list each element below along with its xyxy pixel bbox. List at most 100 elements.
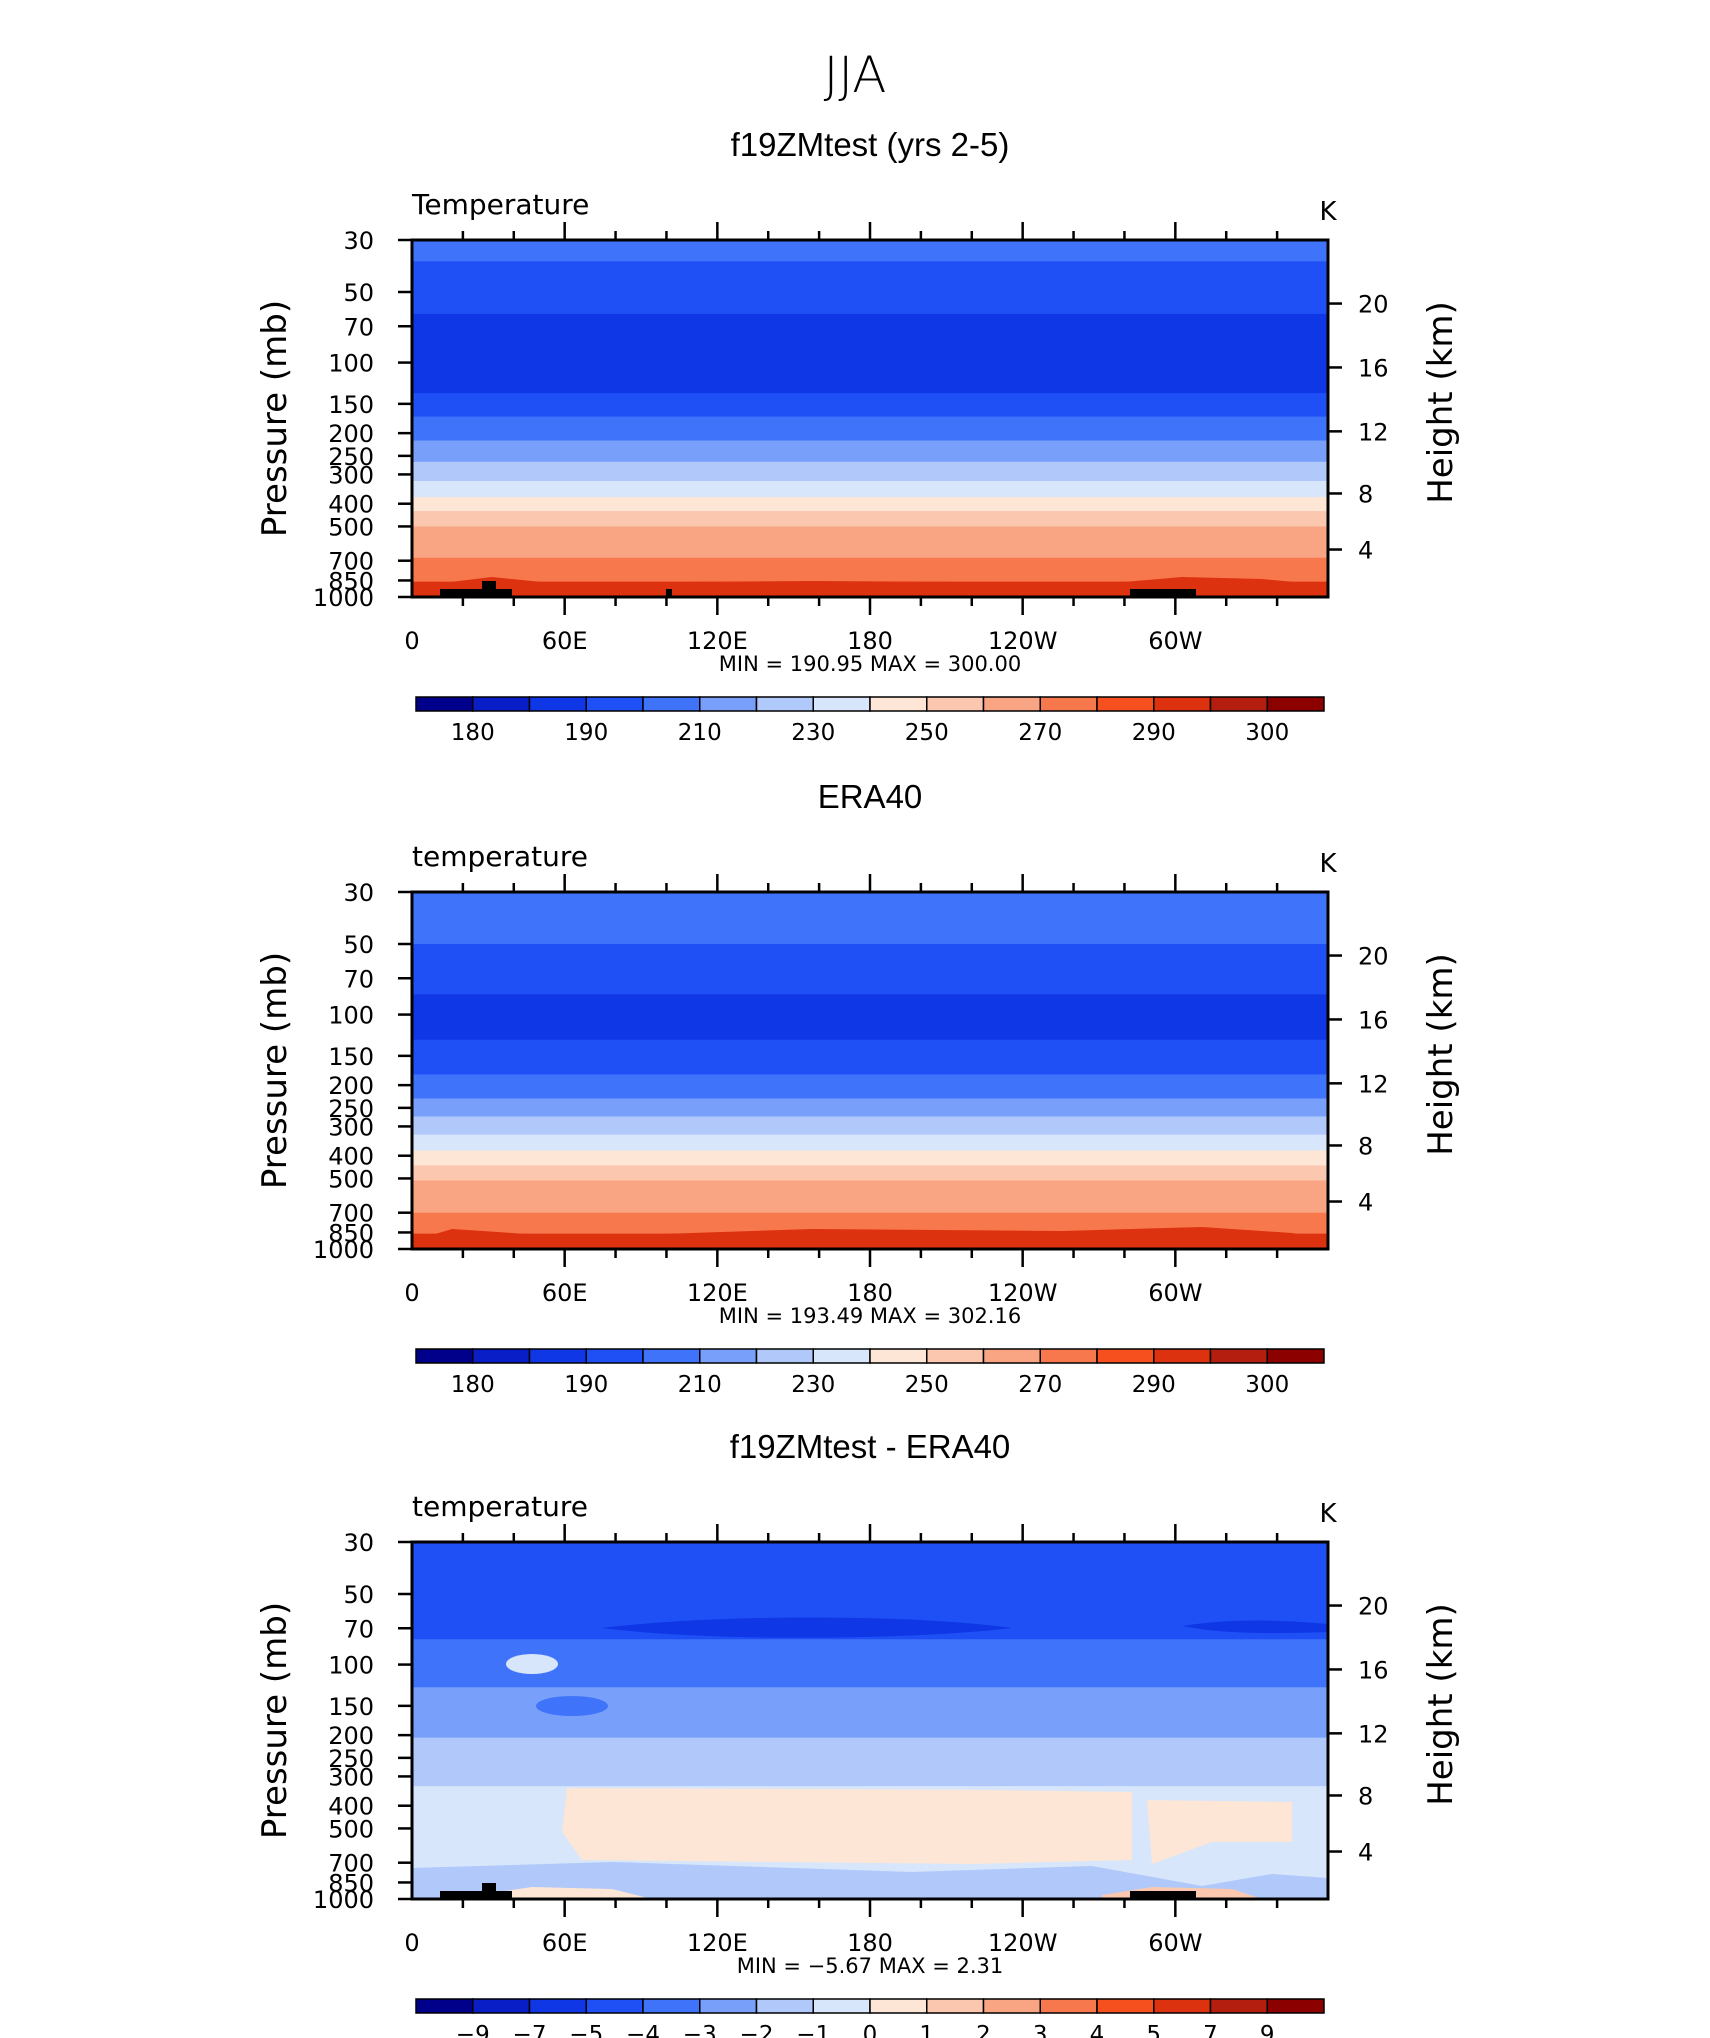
colorbar-box: [1209, 696, 1268, 712]
colorbar-box: [1266, 1998, 1325, 2014]
contour-band: [412, 1116, 1328, 1136]
y-axis-title: Pressure (mb): [255, 1602, 295, 1839]
contour-band: [412, 497, 1328, 512]
colorbar-label: −3: [683, 2022, 717, 2038]
colorbar-box: [415, 1348, 474, 1364]
y2-tick-label: 12: [1358, 1720, 1389, 1748]
colorbar-label: 190: [564, 1372, 608, 1398]
surface-warm-region: [412, 1227, 1328, 1249]
y-tick-label: 100: [328, 350, 374, 378]
colorbar-box: [472, 696, 531, 712]
y-tick-label: 50: [343, 931, 374, 959]
colorbar-label: 250: [905, 1372, 949, 1398]
y-tick-label: 500: [328, 513, 374, 541]
y2-tick-label: 8: [1358, 1782, 1373, 1810]
topography-block: [482, 581, 496, 597]
contour-band: [412, 440, 1328, 463]
y-tick-label: 400: [328, 491, 374, 519]
colorbar-box: [415, 1998, 474, 2014]
colorbar-label: 230: [791, 720, 835, 746]
topography-block: [1130, 1891, 1196, 1899]
y-tick-label: 150: [328, 1693, 374, 1721]
y-tick-label: 700: [328, 1850, 374, 1878]
colorbar-box: [1096, 1348, 1155, 1364]
y2-tick-label: 12: [1358, 1070, 1389, 1098]
contour-band: [412, 313, 1328, 394]
colorbar-label: 290: [1132, 720, 1176, 746]
x-ticks: [461, 874, 1279, 1267]
contour-band: [412, 393, 1328, 418]
contour-band: [412, 511, 1328, 528]
units-label: K: [1319, 849, 1337, 879]
x-tick-label: 120W: [988, 1929, 1058, 1957]
y-tick-label: 850: [328, 567, 374, 595]
field-label: temperature: [412, 840, 588, 873]
colorbar-box: [926, 1998, 985, 2014]
colorbar-label: 0: [863, 2022, 878, 2038]
colorbar-label: 2: [976, 2022, 991, 2038]
colorbar-box: [528, 1348, 587, 1364]
colorbar-box: [869, 1998, 928, 2014]
x-tick-label: 120W: [988, 627, 1058, 655]
colorbar-label: −4: [626, 2022, 660, 2038]
colorbar-box: [1039, 1998, 1098, 2014]
y2-tick-label: 20: [1358, 291, 1389, 319]
colorbar: 180 190 210 230 250 270 290 300: [415, 696, 1325, 746]
y-tick-label: 850: [328, 1869, 374, 1897]
x-tick-label: 60W: [1148, 1929, 1202, 1957]
y-axis-title: Pressure (mb): [255, 300, 295, 537]
topography: [440, 581, 1196, 597]
colorbar-box: [472, 1348, 531, 1364]
y-tick-label: 1000: [313, 584, 374, 612]
panel-2: ERA40 temperature K 0 60E 120E 180 120W 60W 30 50 7…: [255, 778, 1461, 1398]
x-tick-label: 0: [404, 1929, 419, 1957]
y-tick-label: 30: [343, 227, 374, 255]
units-label: K: [1319, 197, 1337, 227]
y-tick-label: 300: [328, 1763, 374, 1791]
colorbar-label: 230: [791, 1372, 835, 1398]
y2-tick-label: 16: [1358, 354, 1389, 382]
x-tick-label: 120E: [687, 1929, 748, 1957]
y-tick-label: 100: [328, 1002, 374, 1030]
colorbar-box: [1096, 696, 1155, 712]
units-label: K: [1319, 1499, 1337, 1529]
colorbar-box: [1209, 1998, 1268, 2014]
colorbar-box: [585, 1998, 644, 2014]
colorbar-label: −7: [513, 2022, 547, 2038]
y-tick-label: 70: [343, 965, 374, 993]
contour-band: [412, 541, 1328, 559]
colorbar-box: [812, 1998, 871, 2014]
y2-tick-label: 4: [1358, 1189, 1373, 1217]
contour-band: [412, 261, 1328, 315]
colorbar-label: 300: [1245, 1372, 1289, 1398]
x-tick-label: 0: [404, 627, 419, 655]
colorbar-box: [982, 1998, 1041, 2014]
topography: [440, 1883, 1196, 1899]
colorbar-box: [1153, 1348, 1212, 1364]
colorbar-label: 210: [678, 720, 722, 746]
y-tick-label: 30: [343, 879, 374, 907]
diff-surface-region: [492, 1887, 652, 1899]
y2-tick-label: 8: [1358, 480, 1373, 508]
y2-axis-title: Height (km): [1421, 953, 1461, 1156]
diff-lower-region: [1147, 1800, 1292, 1864]
x-tick-label: 60E: [542, 1279, 588, 1307]
contour-band: [412, 1180, 1328, 1198]
contour-band: [412, 461, 1328, 482]
diff-mid-region: [412, 1738, 1328, 1774]
y-tick-label: 700: [328, 1200, 374, 1228]
y2-tick-label: 16: [1358, 1006, 1389, 1034]
colorbar-box: [1266, 696, 1325, 712]
topography-block: [1130, 589, 1196, 597]
contour-band: [412, 1098, 1328, 1118]
y-tick-label: 70: [343, 1615, 374, 1643]
colorbar-box: [528, 696, 587, 712]
diff-cold-blob: [536, 1696, 608, 1716]
colorbar-label: 270: [1018, 720, 1062, 746]
colorbar-label: 180: [451, 720, 495, 746]
contour-fill: [412, 240, 1328, 598]
panel-title: f19ZMtest (yrs 2-5): [731, 126, 1010, 163]
colorbar-label: 190: [564, 720, 608, 746]
contour-band: [412, 416, 1328, 442]
panels: f19ZMtest (yrs 2-5) Temperature K 0 60E 120E 1…: [255, 126, 1461, 2038]
